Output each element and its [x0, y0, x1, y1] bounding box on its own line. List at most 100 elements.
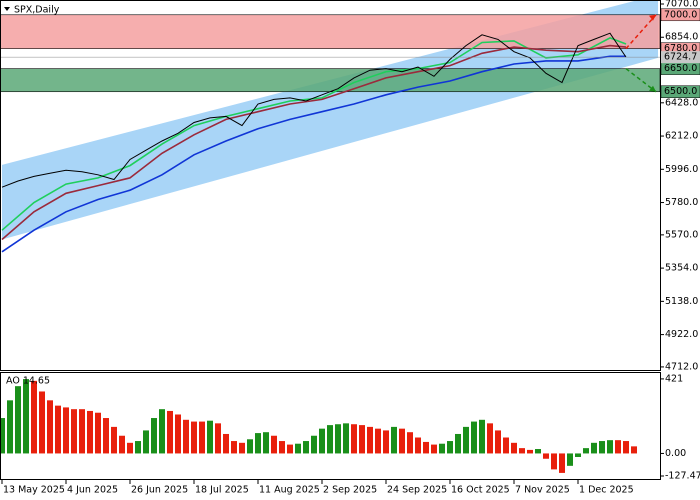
ao-bar [351, 424, 357, 454]
ao-bar [375, 428, 381, 454]
y-tick-label: -127.47 [665, 471, 700, 482]
ao-bar [487, 423, 493, 454]
x-tick-label: 11 Aug 2025 [259, 485, 320, 496]
price-line [1, 55, 626, 253]
ao-bar [239, 442, 245, 454]
ao-bar [31, 380, 37, 454]
ao-pane [0, 379, 637, 473]
ao-bar [39, 391, 45, 454]
ao-bar [415, 437, 421, 454]
zone-arrow [625, 68, 657, 93]
ao-bar [335, 424, 341, 454]
ao-bar [199, 421, 205, 454]
y-tick-label: 421 [665, 373, 683, 384]
ao-bar [399, 428, 405, 454]
ao-bar [15, 386, 21, 454]
ao-bar [423, 441, 429, 454]
price-frame [0, 0, 661, 371]
ao-bar [167, 410, 173, 454]
ao-frame [0, 372, 661, 480]
ao-bar [567, 453, 573, 466]
zone [0, 14, 660, 49]
zone-arrow-head [649, 85, 656, 92]
ao-bar [143, 430, 149, 454]
y-tick-label: 4922.0 [665, 329, 698, 340]
y-tick-label: 6428.0 [665, 97, 698, 108]
last-price-box [661, 51, 700, 64]
ao-bar [527, 449, 533, 454]
x-tick-label: 26 Jun 2025 [131, 485, 188, 496]
ao-bar [127, 442, 133, 454]
y-tick-label: 4712.0 [665, 361, 698, 372]
ao-bar [359, 425, 365, 454]
level-label: 6650.0 [664, 63, 697, 74]
price-line [1, 37, 627, 231]
ao-bar [551, 453, 557, 470]
ao-bar [447, 441, 453, 454]
x-tick-label: 24 Sep 2025 [387, 485, 447, 496]
ao-bar [95, 412, 101, 454]
ao-bar [455, 433, 461, 454]
ao-bar [55, 405, 61, 454]
ao-bar [23, 379, 29, 454]
level-label: 6500.0 [664, 86, 697, 97]
x-tick-label: 2 Sep 2025 [323, 485, 377, 496]
ao-bar [255, 433, 261, 454]
ao-bar [207, 420, 213, 454]
ao-bar [119, 435, 125, 454]
y-tick-label: 5354.0 [665, 263, 698, 274]
level-label: 7000.0 [664, 9, 697, 20]
ao-bar [631, 446, 637, 454]
x-tick-label: 18 Jul 2025 [195, 485, 249, 496]
x-tick-label: 4 Jun 2025 [67, 485, 118, 496]
ao-bar [615, 440, 621, 454]
zone [0, 68, 660, 93]
ao-bar [111, 426, 117, 454]
ao-bar [367, 426, 373, 454]
ao-bar [311, 435, 317, 454]
last-price-label: 6724.7 [664, 52, 697, 63]
ao-bar [71, 409, 77, 454]
ao-title: AO 14.65 [6, 376, 50, 387]
level-label: 6780.0 [664, 43, 697, 54]
ao-bar [79, 409, 85, 454]
ao-bar [175, 414, 181, 454]
ao-bar [383, 430, 389, 454]
ao-bar [215, 423, 221, 454]
zone-arrow-head [649, 14, 656, 21]
ao-bar [135, 441, 141, 454]
ao-bar [591, 442, 597, 454]
x-tick-label: 7 Nov 2025 [515, 485, 570, 496]
ao-bar [503, 437, 509, 454]
y-tick-label: 7070.0 [665, 0, 698, 10]
zone-arrow [625, 14, 657, 50]
ao-bar [231, 441, 237, 454]
ao-bar [599, 441, 605, 454]
ao-bar [495, 430, 501, 454]
ao-bar [223, 433, 229, 454]
ao-bar [431, 444, 437, 454]
y-tick-label: 6854.0 [665, 32, 698, 43]
ao-bar [543, 453, 549, 459]
y-tick-label: 0.00 [665, 448, 686, 459]
ao-bar [191, 421, 197, 454]
ao-bar [343, 423, 349, 454]
ao-bar [183, 419, 189, 454]
ao-bar [471, 421, 477, 454]
menu-triangle [4, 7, 10, 11]
ao-bar [391, 426, 397, 454]
ao-bar [287, 444, 293, 454]
y-tick-label: 5780.0 [665, 197, 698, 208]
ao-bar [407, 432, 413, 454]
ao-bar [575, 453, 581, 457]
ao-bar [103, 418, 109, 454]
ao-bar [247, 439, 253, 454]
ao-bar [63, 407, 69, 454]
ao-bar [151, 418, 157, 454]
price-pane [0, 0, 660, 253]
ao-bar [159, 409, 165, 454]
ao-bar [0, 418, 5, 454]
price-line [1, 32, 627, 188]
y-tick-label: 5138.0 [665, 296, 698, 307]
x-tick-label: 1 Dec 2025 [579, 485, 634, 496]
